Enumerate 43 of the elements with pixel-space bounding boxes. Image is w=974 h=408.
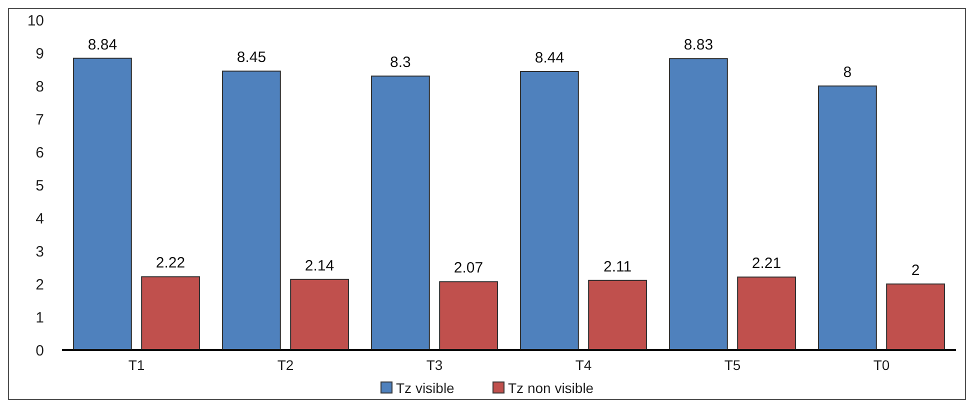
- data-label: 8.3: [390, 54, 411, 72]
- y-tick-label: 7: [36, 111, 44, 128]
- bar: [588, 280, 647, 350]
- y-tick-label: 9: [36, 45, 44, 62]
- y-tick-label: 1: [36, 309, 44, 326]
- data-label: 2.21: [752, 255, 782, 272]
- bar: [73, 58, 132, 350]
- bar: [141, 276, 200, 350]
- x-tick-label: T4: [575, 357, 592, 373]
- data-label: 8.44: [534, 49, 564, 66]
- y-tick-label: 8: [36, 78, 44, 96]
- data-label: 8.84: [88, 36, 118, 54]
- data-label: 2.14: [304, 257, 334, 274]
- bar: [818, 86, 877, 350]
- y-tick-label: 4: [36, 210, 44, 228]
- x-tick-label: T5: [724, 357, 741, 373]
- legend-label: Tz non visible: [508, 380, 594, 396]
- data-label: 2.11: [603, 258, 632, 276]
- y-tick-label: 10: [27, 12, 44, 30]
- data-label: 2.22: [156, 254, 186, 272]
- bar: [886, 284, 945, 350]
- bar: [439, 281, 498, 350]
- bar: [669, 58, 728, 350]
- bar: [222, 70, 281, 350]
- data-label: 2.07: [454, 260, 484, 277]
- data-label: 8: [843, 64, 852, 81]
- y-tick-label: 6: [36, 144, 44, 162]
- bar: [737, 276, 796, 350]
- bar: [520, 70, 579, 350]
- y-tick-label: 3: [36, 243, 44, 260]
- x-tick-label: T1: [128, 357, 145, 373]
- y-tick-label: 5: [36, 177, 44, 194]
- x-tick-label: T2: [277, 357, 294, 373]
- legend-label: Tz visible: [396, 380, 455, 396]
- data-label: 8.83: [684, 36, 714, 54]
- data-label: 2: [911, 262, 920, 279]
- data-label: 8.45: [236, 49, 266, 66]
- y-tick-label: 0: [36, 342, 44, 360]
- x-tick-label: T0: [873, 357, 890, 373]
- bar: [290, 278, 349, 350]
- bar: [371, 76, 430, 350]
- x-tick-label: T3: [426, 357, 443, 373]
- y-tick-label: 2: [36, 276, 44, 294]
